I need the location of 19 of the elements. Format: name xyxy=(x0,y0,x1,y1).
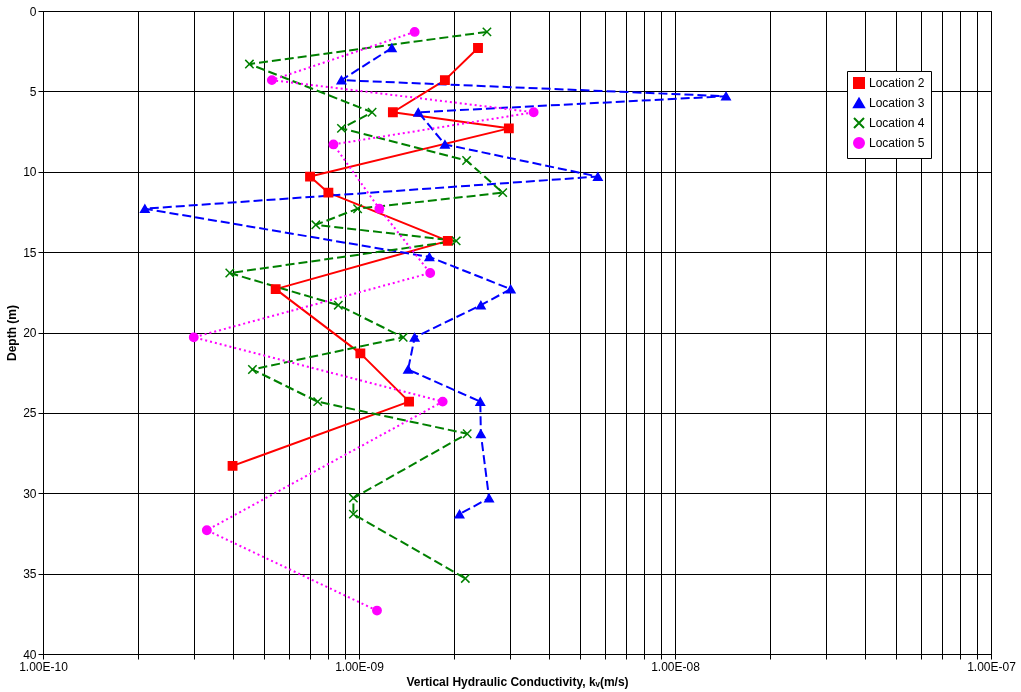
x-tick-label: 1.00E-09 xyxy=(335,659,385,674)
y-tick-label: 5 xyxy=(29,84,37,99)
x-axis-title: Vertical Hydraulic Conductivity, kᵥ(m/s) xyxy=(406,674,629,689)
legend-label: Location 3 xyxy=(869,96,925,110)
legend-label: Location 5 xyxy=(869,136,925,150)
y-tick-label: 40 xyxy=(23,647,37,662)
y-tick-label: 0 xyxy=(29,4,37,19)
y-tick-label: 15 xyxy=(23,245,37,260)
x-tick-label: 1.00E-07 xyxy=(967,659,1017,674)
y-axis-title: Depth (m) xyxy=(5,305,20,361)
y-tick-label: 25 xyxy=(23,406,37,421)
x-tick-label: 1.00E-08 xyxy=(651,659,701,674)
legend-label: Location 2 xyxy=(869,76,925,90)
y-tick-label: 35 xyxy=(23,567,37,582)
y-tick-label: 20 xyxy=(23,326,37,340)
y-tick-label: 10 xyxy=(23,165,37,180)
legend-label: Location 4 xyxy=(869,116,925,130)
y-tick-label: 30 xyxy=(23,486,37,501)
x-tick-label: 1.00E-10 xyxy=(19,659,69,674)
